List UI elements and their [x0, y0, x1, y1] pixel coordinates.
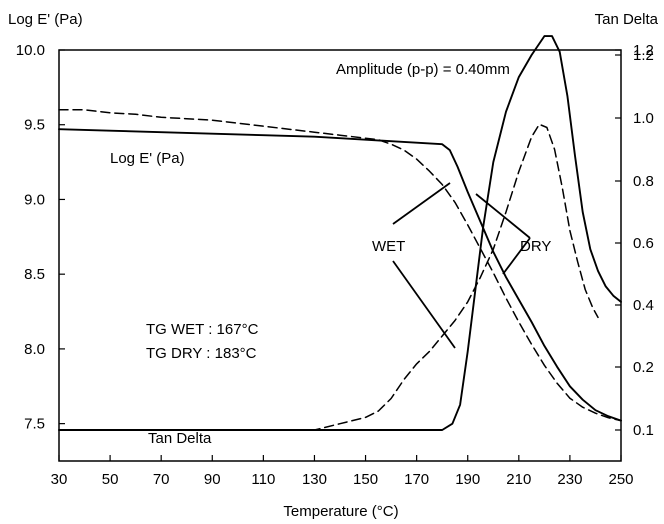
- dry-leader-lower: [502, 237, 531, 275]
- x-tick-label: 190: [455, 471, 480, 488]
- y-right-tick-label: 0.4: [633, 297, 654, 314]
- y-right-axis-title: Tan Delta: [595, 11, 659, 28]
- series-wet-log-e-pa-line: [58, 109, 622, 422]
- tg-dry-annotation: TG DRY : 183°C: [146, 345, 257, 362]
- y-left-axis-title: Log E' (Pa): [8, 11, 83, 28]
- x-axis-title: Temperature (°C): [283, 503, 398, 520]
- wet-leader-upper: [392, 182, 451, 225]
- y-left-tick-label: 8.0: [24, 341, 45, 358]
- x-tick-label: 150: [353, 471, 378, 488]
- y-right-tick-label: 1.2: [633, 42, 654, 59]
- x-tick-label: 170: [404, 471, 429, 488]
- series-dry-tan-delta-line: [58, 35, 622, 431]
- x-tick-label: 90: [204, 471, 221, 488]
- y-right-tick-label: 1.2: [633, 47, 654, 64]
- x-tick-label: 70: [153, 471, 170, 488]
- x-tick-label: 130: [302, 471, 327, 488]
- tg-wet-annotation: TG WET : 167°C: [146, 321, 259, 338]
- y-right-tick-label: 0.1: [633, 422, 654, 439]
- x-tick-label: 250: [608, 471, 633, 488]
- wet-leader-lower: [392, 260, 456, 349]
- dry-leader-upper: [475, 193, 531, 239]
- y-left-tick-label: 9.0: [24, 191, 45, 208]
- x-tick-label: 30: [51, 471, 68, 488]
- y-left-tick-label: 9.5: [24, 117, 45, 134]
- loge-curve-label: Log E' (Pa): [110, 150, 185, 167]
- y-right-tick-label: 0.2: [633, 359, 654, 376]
- wet-label: WET: [372, 238, 405, 255]
- x-tick-label: 210: [506, 471, 531, 488]
- y-right-tick-label: 1.0: [633, 110, 654, 127]
- tan-delta-curve-label: Tan Delta: [148, 430, 212, 447]
- y-left-tick-label: 7.5: [24, 416, 45, 433]
- x-tick-label: 230: [557, 471, 582, 488]
- series-layer: [58, 35, 622, 431]
- y-left-tick-label: 8.5: [24, 266, 45, 283]
- x-tick-label: 110: [251, 471, 275, 488]
- amplitude-annotation: Amplitude (p-p) = 0.40mm: [336, 61, 510, 78]
- series-dry-log-e-pa-line: [58, 128, 622, 422]
- x-tick-label: 50: [102, 471, 119, 488]
- y-left-tick-label: 10.0: [16, 42, 45, 59]
- axis-ticks: 30 50 70 90 110 130 150 170 190 210 230 250 7.5 8.0 8.…: [16, 42, 654, 488]
- plot-frame: [58, 49, 622, 462]
- y-right-tick-label: 0.6: [633, 235, 654, 252]
- y-right-tick-label: 0.8: [633, 173, 654, 190]
- series-wet-tan-delta-line: [58, 123, 599, 431]
